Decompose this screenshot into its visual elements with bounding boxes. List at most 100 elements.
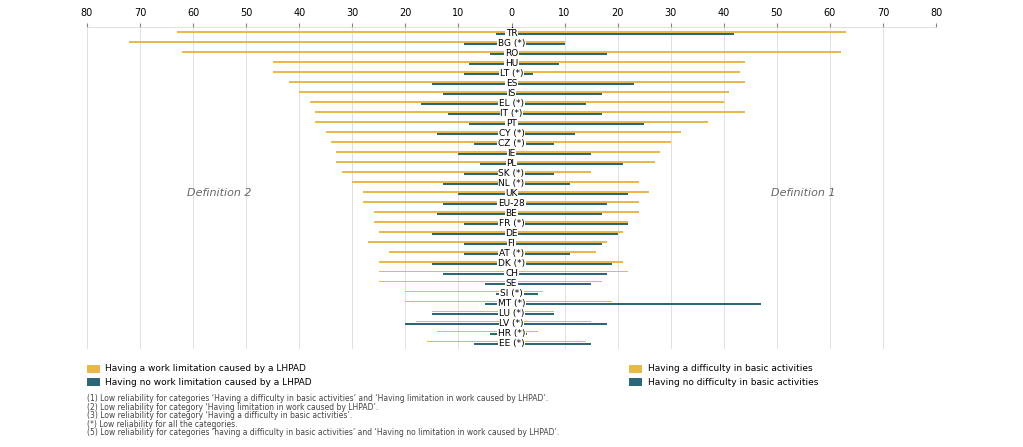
Bar: [512, 151, 660, 152]
Bar: [463, 73, 512, 75]
Bar: [379, 271, 512, 273]
Bar: [512, 113, 602, 115]
Bar: [405, 291, 512, 292]
Bar: [405, 301, 512, 303]
Bar: [448, 113, 512, 115]
Bar: [363, 201, 512, 202]
Bar: [512, 43, 565, 45]
Bar: [475, 343, 512, 345]
Bar: [512, 323, 607, 325]
Bar: [363, 191, 512, 193]
Text: BE: BE: [505, 209, 518, 218]
Bar: [512, 53, 607, 55]
Bar: [315, 121, 512, 122]
Bar: [337, 151, 512, 152]
Bar: [512, 341, 586, 342]
Text: MT (*): MT (*): [498, 299, 525, 308]
Text: FI: FI: [507, 239, 516, 248]
Bar: [512, 131, 681, 133]
Bar: [437, 331, 512, 333]
Bar: [437, 133, 512, 135]
Bar: [512, 203, 607, 205]
Bar: [512, 93, 602, 95]
Bar: [512, 273, 607, 275]
Text: FR (*): FR (*): [498, 219, 525, 228]
Bar: [432, 311, 512, 312]
Bar: [512, 143, 554, 145]
Bar: [463, 253, 512, 255]
Bar: [490, 53, 512, 55]
Bar: [512, 71, 740, 72]
Bar: [512, 221, 628, 223]
Bar: [512, 251, 596, 253]
Text: NL (*): NL (*): [498, 179, 525, 188]
Bar: [512, 133, 575, 135]
Bar: [512, 233, 618, 235]
Bar: [512, 183, 570, 185]
Bar: [512, 103, 586, 105]
Text: HR (*): HR (*): [498, 329, 525, 338]
Bar: [512, 211, 638, 212]
Bar: [495, 293, 512, 295]
Text: ES: ES: [505, 79, 518, 88]
Bar: [463, 223, 512, 225]
Text: (5) Low reliability for categories ‘having a difficulty in basic activities’ and: (5) Low reliability for categories ‘havi…: [87, 428, 560, 437]
Text: Definition 1: Definition 1: [771, 188, 836, 198]
Text: Having a work limitation caused by a LHPAD: Having a work limitation caused by a LHP…: [105, 364, 306, 373]
Bar: [458, 193, 512, 195]
Text: Having no work limitation caused by a LHPAD: Having no work limitation caused by a LH…: [105, 378, 312, 387]
Bar: [288, 81, 512, 83]
Bar: [495, 33, 512, 35]
Text: LV (*): LV (*): [499, 319, 524, 328]
Bar: [432, 83, 512, 85]
Text: EL (*): EL (*): [499, 99, 524, 108]
Bar: [427, 341, 512, 342]
Bar: [300, 91, 512, 93]
Bar: [512, 91, 729, 93]
Bar: [458, 153, 512, 155]
Text: UK: UK: [505, 189, 518, 198]
Text: DE: DE: [505, 229, 518, 238]
Text: Having a difficulty in basic activities: Having a difficulty in basic activities: [648, 364, 812, 373]
Text: HU: HU: [505, 59, 518, 68]
Bar: [512, 313, 554, 315]
Bar: [512, 253, 570, 255]
Text: TR: TR: [505, 29, 518, 38]
Bar: [512, 331, 538, 333]
Bar: [512, 343, 591, 345]
Text: IE: IE: [507, 149, 516, 158]
Bar: [512, 231, 623, 232]
Bar: [512, 271, 628, 273]
Bar: [512, 181, 638, 182]
Bar: [379, 281, 512, 283]
Bar: [512, 83, 633, 85]
Bar: [443, 93, 512, 95]
Bar: [331, 141, 512, 143]
Bar: [379, 261, 512, 262]
Text: (3) Low reliability for category ‘Having a difficulty in basic activities’.: (3) Low reliability for category ‘Having…: [87, 411, 352, 420]
Text: (*) Low reliability for all the categories.: (*) Low reliability for all the categori…: [87, 420, 237, 429]
Bar: [463, 243, 512, 245]
Bar: [463, 173, 512, 175]
Bar: [512, 191, 650, 193]
Text: CZ (*): CZ (*): [498, 139, 525, 148]
Text: (2) Low reliability for category ‘Having limitation in work caused by LHPAD’.: (2) Low reliability for category ‘Having…: [87, 403, 379, 412]
Bar: [480, 163, 512, 165]
Text: SE: SE: [505, 279, 518, 288]
Bar: [512, 63, 560, 65]
Bar: [443, 203, 512, 205]
Text: Definition 2: Definition 2: [187, 188, 252, 198]
Text: LU (*): LU (*): [499, 309, 524, 318]
Bar: [443, 273, 512, 275]
Bar: [512, 101, 724, 102]
Text: IS: IS: [507, 89, 516, 98]
Bar: [512, 303, 761, 305]
Bar: [512, 171, 591, 173]
Text: CY (*): CY (*): [498, 129, 525, 138]
Bar: [512, 173, 554, 175]
Bar: [342, 171, 512, 173]
Bar: [512, 213, 602, 215]
Text: Having no difficulty in basic activities: Having no difficulty in basic activities: [648, 378, 818, 387]
Bar: [352, 181, 512, 182]
Bar: [512, 111, 745, 113]
